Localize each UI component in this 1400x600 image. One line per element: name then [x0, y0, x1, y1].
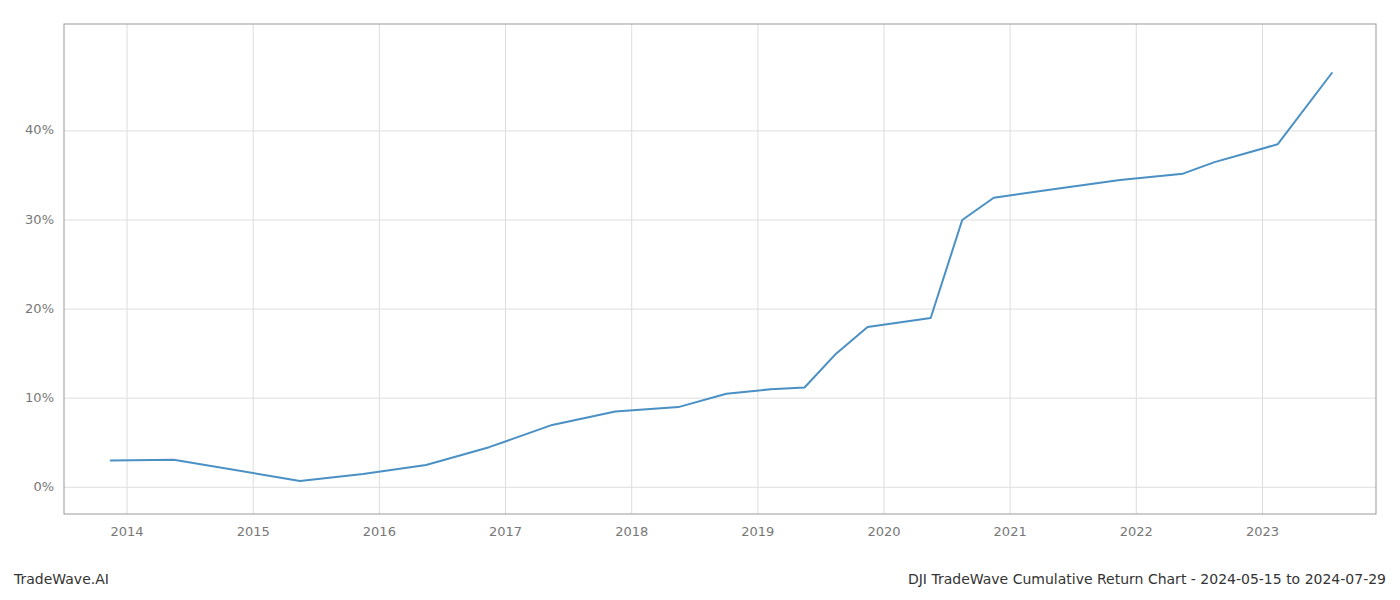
- x-grid-line: [884, 24, 885, 514]
- title: DJI TradeWave Cumulative Return Chart - …: [908, 571, 1386, 587]
- y-grid-line: [64, 487, 1376, 488]
- line: [111, 73, 1332, 481]
- x-grid-line: [127, 24, 128, 514]
- x-tick-label: 2015: [237, 524, 270, 539]
- x-tick-label: 2021: [994, 524, 1027, 539]
- page: {"chart_data": {"type": "line", "title":…: [0, 0, 1400, 600]
- x-tick-label: 2020: [867, 524, 900, 539]
- y-tick-label: 10%: [25, 390, 54, 405]
- x-tick-label: 2023: [1246, 524, 1279, 539]
- x-tick-label: 2017: [489, 524, 522, 539]
- x-tick-label: 2019: [741, 524, 774, 539]
- x-grid-line: [1136, 24, 1137, 514]
- y-tick-label: 0%: [33, 479, 54, 494]
- y-tick-label: 20%: [25, 301, 54, 316]
- y-grid-line: [64, 309, 1376, 310]
- x-tick-label: 2016: [363, 524, 396, 539]
- x-grid-line: [1262, 24, 1263, 514]
- y-tick-label: 40%: [25, 122, 54, 137]
- series: [111, 73, 1332, 481]
- chart: 0% 10% 20% 30% 40% 2014 2015 2016 2017 2018 2019 20…: [0, 0, 1400, 600]
- x-tick-label: 2022: [1120, 524, 1153, 539]
- y-tick-label: 30%: [25, 212, 54, 227]
- x-grid-line: [253, 24, 254, 514]
- x-grid-line: [379, 24, 380, 514]
- y-grid-line: [64, 130, 1376, 131]
- x-grid-line: [631, 24, 632, 514]
- y-grid-line: [64, 398, 1376, 399]
- grid: [64, 24, 1376, 514]
- x-grid-line: [1010, 24, 1011, 514]
- y-grid-line: [64, 220, 1376, 221]
- watermark: TradeWave.AI: [13, 571, 109, 587]
- x-grid-line: [757, 24, 758, 514]
- x-tick-label: 2014: [111, 524, 144, 539]
- x-tick-label: 2018: [615, 524, 648, 539]
- plot-frame: [64, 24, 1376, 514]
